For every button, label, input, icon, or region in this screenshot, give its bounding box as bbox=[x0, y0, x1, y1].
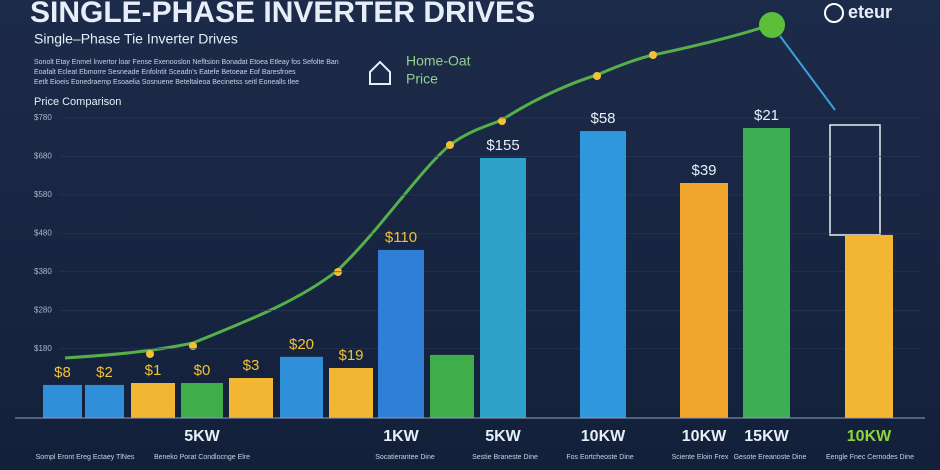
logo: eteur bbox=[848, 2, 892, 22]
connector bbox=[779, 35, 836, 111]
bar-annotation: $39 bbox=[691, 162, 716, 179]
x-tick-label: 5KW bbox=[184, 428, 220, 445]
bar bbox=[280, 356, 323, 418]
description-line: Sonolt Etay Enmel lnvertor loar Fense Ex… bbox=[34, 59, 339, 66]
description-line: Eoafalt Ecleat Ebmorre Sesneade Enfolnti… bbox=[34, 69, 296, 76]
bar-annotation: $110 bbox=[385, 229, 417, 246]
bar bbox=[329, 368, 373, 418]
footnote: Gesote Ereanoste Dine bbox=[734, 454, 807, 461]
y-tick-label: $280 bbox=[34, 305, 52, 314]
footnote: Sciente Eloin Frex bbox=[672, 454, 729, 461]
footnote: Beneko Porat Condlocnge Elre bbox=[154, 454, 250, 461]
bar bbox=[845, 234, 893, 418]
bar bbox=[680, 183, 728, 418]
callout: Home-Oat bbox=[406, 53, 471, 69]
x-tick-label: 5KW bbox=[485, 428, 521, 445]
bar-annotation: $21 bbox=[754, 107, 779, 124]
x-tick-label: 10KW bbox=[581, 428, 626, 445]
bar bbox=[131, 383, 175, 418]
bar bbox=[580, 131, 626, 419]
bar-annotation: $3 bbox=[243, 357, 260, 374]
footnote: Fos Eortcheoste Dine bbox=[566, 454, 633, 461]
footnote: Socatierantee Dine bbox=[375, 454, 435, 461]
y-axis-label: Price Comparison bbox=[34, 96, 121, 108]
footnote: Eengle Fnec Cernodes Dine bbox=[826, 454, 914, 461]
bar-annotation: $0 bbox=[194, 362, 211, 379]
bar bbox=[85, 384, 124, 418]
bar bbox=[229, 378, 273, 418]
chart-subtitle: Single–Phase Tie Inverter Drives bbox=[34, 31, 238, 47]
bar-annotation: $1 bbox=[145, 362, 162, 379]
x-tick-label: 15KW bbox=[744, 428, 789, 445]
bar bbox=[743, 128, 790, 418]
bar-annotation: $8 bbox=[54, 364, 71, 381]
logo-icon bbox=[824, 3, 844, 23]
y-tick-label: $480 bbox=[34, 228, 52, 237]
y-tick-label: $180 bbox=[34, 344, 52, 353]
footnote: Sestie Braneste Dine bbox=[472, 454, 538, 461]
bar-annotation: $58 bbox=[590, 110, 615, 127]
description-line: Eetlt Eioeis Eonedraemp Esoaelia Sosnuen… bbox=[34, 79, 299, 86]
x-tick-label: 10KW bbox=[847, 428, 892, 445]
bar bbox=[430, 354, 474, 418]
bar-annotation: $20 bbox=[289, 336, 314, 353]
y-tick-label: $680 bbox=[34, 152, 52, 161]
x-tick-label: 10KW bbox=[682, 428, 727, 445]
chart-title: SINGLE-PHASE INVERTER DRIVES bbox=[30, 0, 535, 29]
callout: Price bbox=[406, 71, 438, 87]
footnote: Sompl Eront Ereg Ectaey TlNes bbox=[36, 454, 135, 461]
bar-annotation: $19 bbox=[338, 347, 363, 364]
bar bbox=[378, 249, 424, 418]
trend-end bbox=[759, 12, 785, 38]
bar-annotation: $155 bbox=[486, 137, 519, 154]
bar-annotation: $2 bbox=[96, 364, 113, 381]
house-icon bbox=[369, 60, 391, 85]
bar bbox=[43, 384, 82, 418]
bar bbox=[480, 158, 526, 418]
y-tick-label: $780 bbox=[34, 113, 52, 122]
chart: $180 $280 $380 $480 $580 $680 $780 $8 $2 $1 $0 5KW $… bbox=[15, 107, 925, 461]
bar bbox=[181, 383, 223, 418]
y-tick-label: $380 bbox=[34, 267, 52, 276]
x-tick-label: 1KW bbox=[383, 428, 419, 445]
trend-markers bbox=[146, 51, 657, 358]
y-tick-label: $580 bbox=[34, 190, 52, 199]
